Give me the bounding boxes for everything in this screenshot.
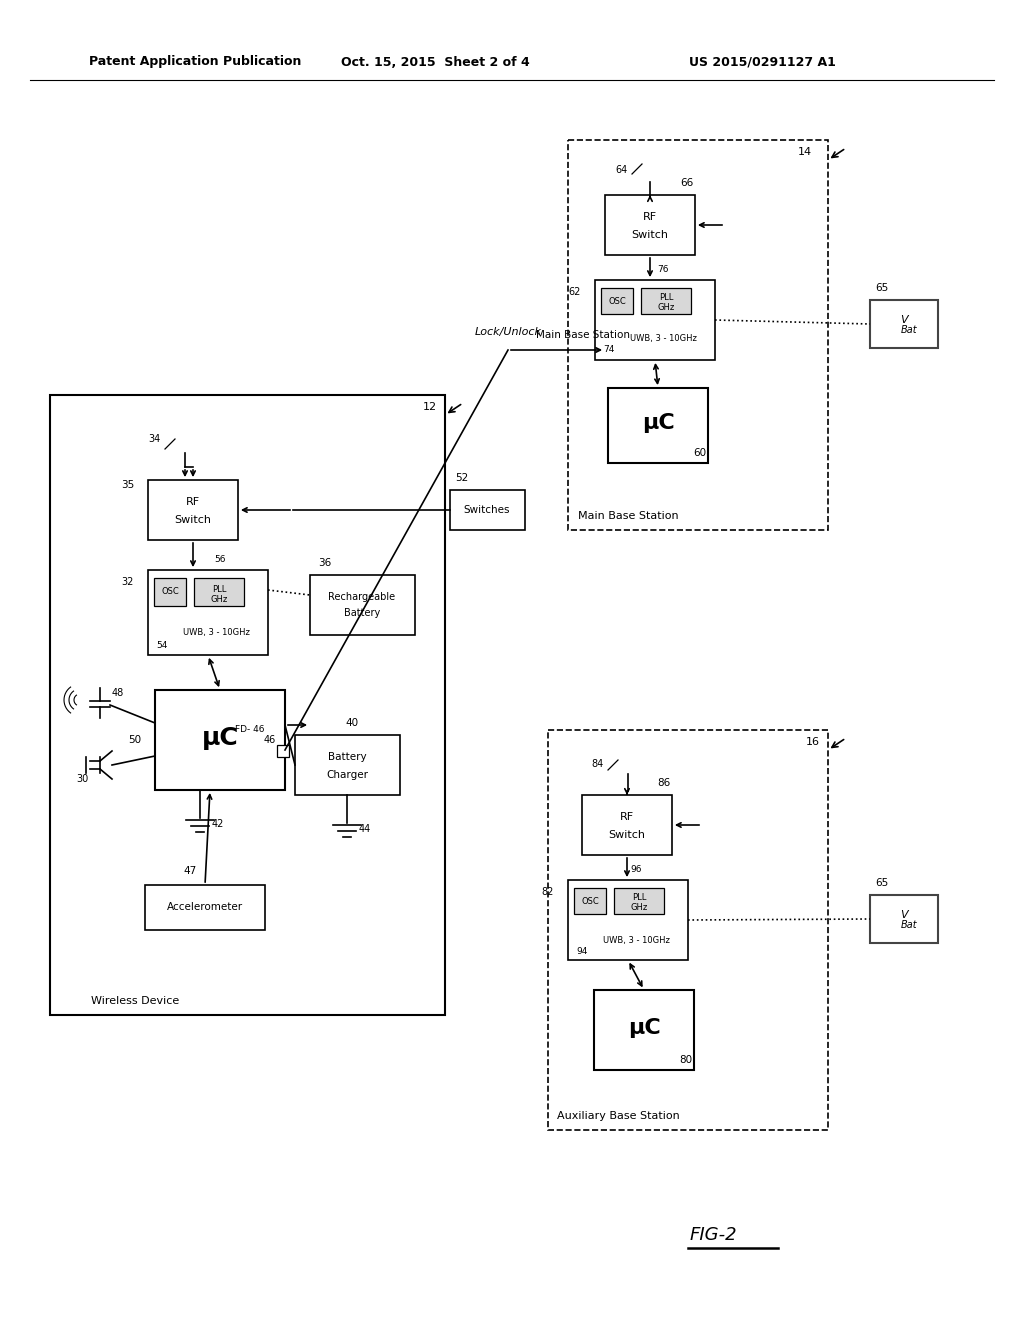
Text: OSC: OSC	[161, 587, 179, 597]
FancyBboxPatch shape	[601, 288, 633, 314]
Text: Charger: Charger	[326, 770, 368, 780]
Text: RF: RF	[186, 498, 200, 507]
FancyBboxPatch shape	[148, 480, 238, 540]
Text: 96: 96	[630, 866, 642, 874]
Text: 74: 74	[603, 346, 614, 355]
Text: OSC: OSC	[582, 896, 599, 906]
Text: Main Base Station: Main Base Station	[536, 330, 630, 341]
Text: Accelerometer: Accelerometer	[167, 902, 243, 912]
Text: OSC: OSC	[608, 297, 626, 305]
FancyBboxPatch shape	[568, 140, 828, 531]
Text: 40: 40	[345, 718, 358, 729]
Text: 60: 60	[693, 447, 707, 458]
FancyBboxPatch shape	[568, 880, 688, 960]
Text: Rechargeable: Rechargeable	[329, 591, 395, 602]
Text: 64: 64	[615, 165, 628, 176]
FancyBboxPatch shape	[594, 990, 694, 1071]
FancyBboxPatch shape	[641, 288, 691, 314]
Text: 56: 56	[214, 556, 225, 565]
Text: 66: 66	[680, 178, 693, 187]
Text: Auxiliary Base Station: Auxiliary Base Station	[557, 1111, 679, 1121]
Text: Bat: Bat	[901, 920, 918, 931]
Text: 65: 65	[874, 282, 888, 293]
Text: μC: μC	[202, 726, 239, 750]
FancyBboxPatch shape	[605, 195, 695, 255]
Text: GHz: GHz	[210, 595, 227, 605]
Text: US 2015/0291127 A1: US 2015/0291127 A1	[688, 55, 836, 69]
Text: GHz: GHz	[657, 304, 675, 313]
Text: Switch: Switch	[174, 515, 212, 525]
Text: RF: RF	[620, 812, 634, 822]
Text: 12: 12	[423, 403, 437, 412]
FancyBboxPatch shape	[295, 735, 400, 795]
Text: Battery: Battery	[328, 752, 367, 762]
Text: PLL: PLL	[632, 894, 646, 903]
FancyBboxPatch shape	[148, 570, 268, 655]
Text: 14: 14	[798, 147, 812, 157]
FancyBboxPatch shape	[595, 280, 715, 360]
Text: 47: 47	[183, 866, 197, 876]
FancyBboxPatch shape	[870, 300, 938, 348]
Text: PLL: PLL	[658, 293, 673, 302]
Text: 54: 54	[157, 642, 168, 651]
Text: μC: μC	[642, 413, 675, 433]
Text: 50: 50	[128, 735, 141, 744]
Text: UWB, 3 - 10GHz: UWB, 3 - 10GHz	[630, 334, 696, 342]
FancyBboxPatch shape	[310, 576, 415, 635]
FancyBboxPatch shape	[870, 895, 938, 942]
Text: Switch: Switch	[608, 830, 645, 840]
FancyBboxPatch shape	[278, 744, 289, 756]
Text: 52: 52	[455, 473, 468, 483]
Text: 34: 34	[148, 434, 161, 444]
FancyBboxPatch shape	[50, 395, 445, 1015]
Text: FD- 46: FD- 46	[236, 726, 265, 734]
FancyBboxPatch shape	[548, 730, 828, 1130]
FancyBboxPatch shape	[450, 490, 525, 531]
Text: FIG-2: FIG-2	[690, 1226, 737, 1243]
Text: 82: 82	[542, 887, 554, 898]
Text: 36: 36	[318, 558, 331, 568]
Text: μC: μC	[628, 1018, 660, 1038]
FancyBboxPatch shape	[574, 888, 606, 913]
Text: 62: 62	[568, 286, 581, 297]
FancyBboxPatch shape	[582, 795, 672, 855]
FancyBboxPatch shape	[194, 578, 244, 606]
Text: V: V	[900, 909, 908, 920]
Text: 65: 65	[874, 878, 888, 888]
Text: V: V	[900, 315, 908, 325]
Text: Main Base Station: Main Base Station	[578, 511, 678, 521]
FancyBboxPatch shape	[614, 888, 664, 913]
Text: PLL: PLL	[212, 585, 226, 594]
Text: RF: RF	[643, 213, 657, 222]
FancyBboxPatch shape	[608, 388, 708, 463]
Text: Oct. 15, 2015  Sheet 2 of 4: Oct. 15, 2015 Sheet 2 of 4	[341, 55, 529, 69]
Text: 86: 86	[657, 777, 671, 788]
Text: 76: 76	[657, 265, 669, 275]
Text: 35: 35	[121, 480, 134, 490]
Text: UWB, 3 - 10GHz: UWB, 3 - 10GHz	[182, 627, 250, 636]
Text: 48: 48	[112, 688, 124, 698]
Text: Patent Application Publication: Patent Application Publication	[89, 55, 301, 69]
Text: UWB, 3 - 10GHz: UWB, 3 - 10GHz	[602, 936, 670, 945]
Text: 32: 32	[122, 577, 134, 587]
FancyBboxPatch shape	[155, 690, 285, 789]
Text: 84: 84	[592, 759, 604, 770]
Text: 44: 44	[358, 824, 371, 834]
Text: 80: 80	[680, 1055, 692, 1065]
FancyBboxPatch shape	[154, 578, 186, 606]
Text: 46: 46	[264, 735, 276, 744]
Text: Wireless Device: Wireless Device	[91, 997, 179, 1006]
Text: Lock/Unlock: Lock/Unlock	[474, 327, 542, 337]
Text: 94: 94	[577, 948, 588, 957]
Text: Switch: Switch	[632, 230, 669, 240]
Text: GHz: GHz	[631, 903, 647, 912]
Text: Bat: Bat	[901, 325, 918, 335]
Text: Battery: Battery	[344, 609, 380, 618]
FancyBboxPatch shape	[145, 884, 265, 931]
Text: 42: 42	[212, 818, 224, 829]
Text: 30: 30	[76, 774, 88, 784]
Text: Switches: Switches	[464, 506, 510, 515]
Text: 16: 16	[806, 737, 820, 747]
